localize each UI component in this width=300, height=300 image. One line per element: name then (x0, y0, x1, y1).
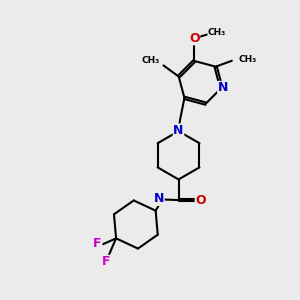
Text: F: F (101, 255, 110, 268)
Text: CH₃: CH₃ (238, 55, 256, 64)
Text: N: N (218, 82, 228, 94)
Text: CH₃: CH₃ (208, 28, 226, 37)
Text: N: N (173, 124, 184, 137)
Text: O: O (195, 194, 206, 207)
Text: CH₃: CH₃ (142, 56, 160, 64)
Text: F: F (93, 237, 102, 250)
Text: O: O (189, 32, 200, 45)
Text: N: N (154, 192, 164, 206)
